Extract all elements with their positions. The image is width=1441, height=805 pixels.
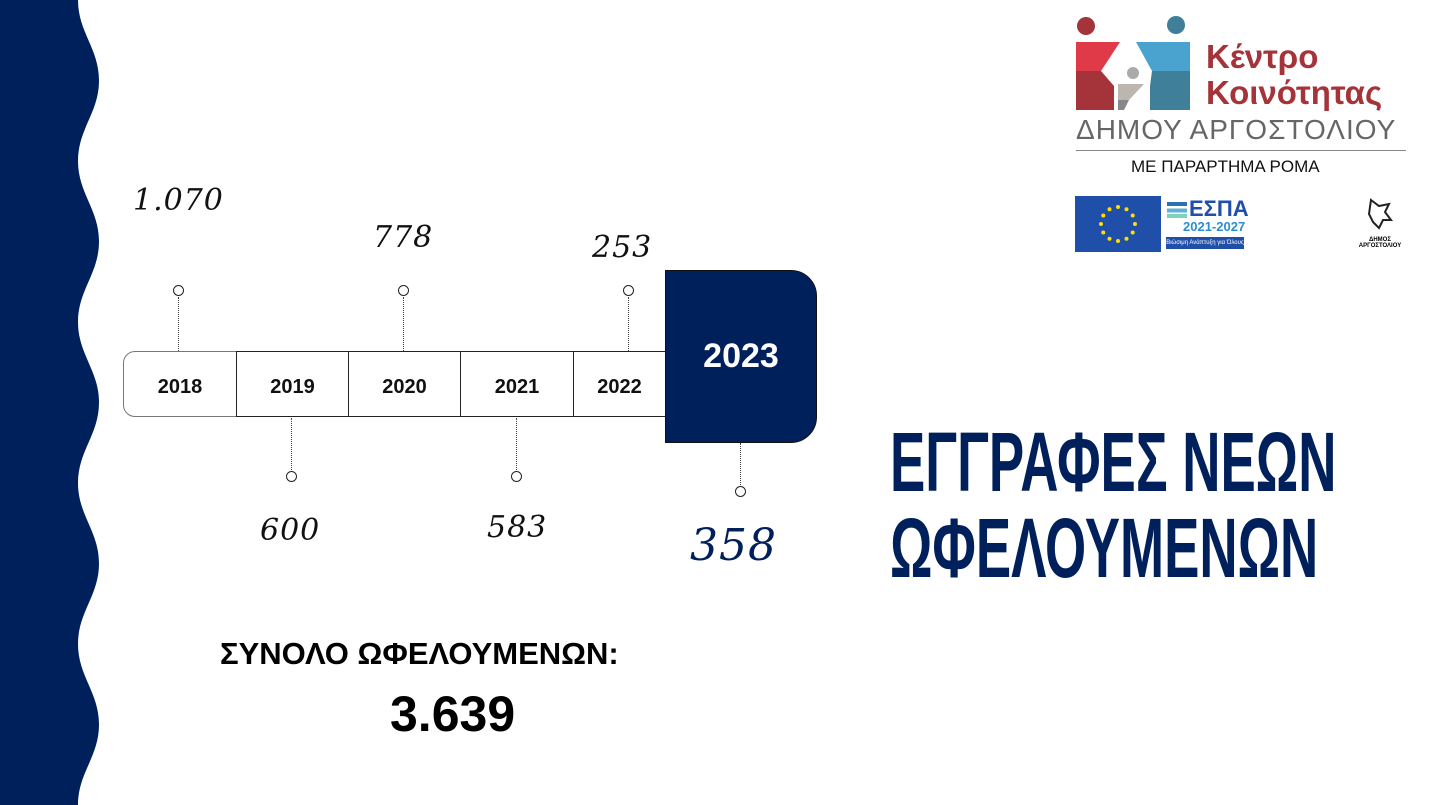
espa-name: ΕΣΠΑ [1189,196,1249,221]
connector [403,297,404,351]
kentro-koinotitas-logo: Κέντρο Κοινότητας ΔΗΜΟΥ ΑΡΓΟΣΤΟΛΙΟΥ ΜΕ Π… [1074,16,1409,181]
municipality-line2: ΑΡΓΟΣΤΟΛΙΟΥ [1358,243,1402,249]
slide-title-line1: ΕΓΓΡΑΦΕΣ ΝΕΩΝ [890,415,1337,509]
espa-tagline: Βιώσιμη Ανάπτυξη για Όλους [1166,237,1244,249]
year-2018: 2018 [123,351,237,417]
pin-2022 [623,285,634,296]
eu-stars-icon [1099,205,1137,243]
pin-2023 [735,486,746,497]
eu-star [1133,222,1137,226]
year-2022: 2022 [573,351,666,417]
value-2019: 600 [260,513,321,548]
eu-star [1107,236,1112,241]
year-2019: 2019 [236,351,349,417]
eu-star [1124,236,1129,241]
year-2021: 2021 [460,351,574,417]
pin-2019 [286,471,297,482]
eu-star [1116,239,1120,243]
pin-2021 [511,471,522,482]
espa-years: 2021-2027 [1183,219,1246,234]
logo-title-line1: Κέντρο [1206,38,1319,75]
espa-logo: ΕΣΠΑ 2021-2027 Βιώσιμη Ανάπτυξη για Όλου… [1165,194,1255,252]
eu-star [1124,207,1129,212]
value-2018: 1.070 [133,183,224,218]
eu-star [1101,213,1106,218]
slide-title-line2: ΩΦΕΛΟΥΜΕΝΩΝ [890,501,1319,595]
total-value: 3.639 [390,686,516,742]
eu-star [1130,213,1135,218]
eu-flag-logo [1075,196,1161,252]
connector [291,418,292,472]
year-2023-highlight: 2023 [665,270,817,443]
espa-waves-icon [1167,202,1187,218]
municipality-emblem-icon [1367,198,1393,230]
pin-2020 [398,285,409,296]
eu-star [1101,230,1106,235]
value-2020: 778 [373,220,434,255]
municipality-argostoli-logo: ΔΗΜΟΣ ΑΡΓΟΣΤΟΛΙΟΥ [1352,198,1408,254]
connector [178,297,179,351]
family-house-logo-icon [1076,16,1190,110]
eu-star [1116,205,1120,209]
connector [516,418,517,472]
logo-subtitle: ΔΗΜΟΥ ΑΡΓΟΣΤΟΛΙΟΥ [1076,114,1397,145]
total-label: ΣΥΝΟΛΟ ΩΦΕΛΟΥΜΕΝΩΝ: [220,636,619,671]
logo-title-line2: Κοινότητας [1206,74,1383,111]
logo-divider [1076,150,1406,151]
connector [628,297,629,351]
value-2022: 253 [592,230,653,265]
year-2020: 2020 [348,351,461,417]
wave-border-decoration [0,0,99,805]
eu-star [1107,207,1112,212]
connector [740,443,741,487]
value-2021: 583 [487,510,548,545]
eu-star [1130,230,1135,235]
logo-tagline: ΜΕ ΠΑΡΑΡΤΗΜΑ ΡΟΜΑ [1131,157,1320,176]
value-2023: 358 [690,520,777,571]
pin-2018 [173,285,184,296]
eu-star [1099,222,1103,226]
municipality-line1: ΔΗΜΟΣ [1369,237,1391,243]
